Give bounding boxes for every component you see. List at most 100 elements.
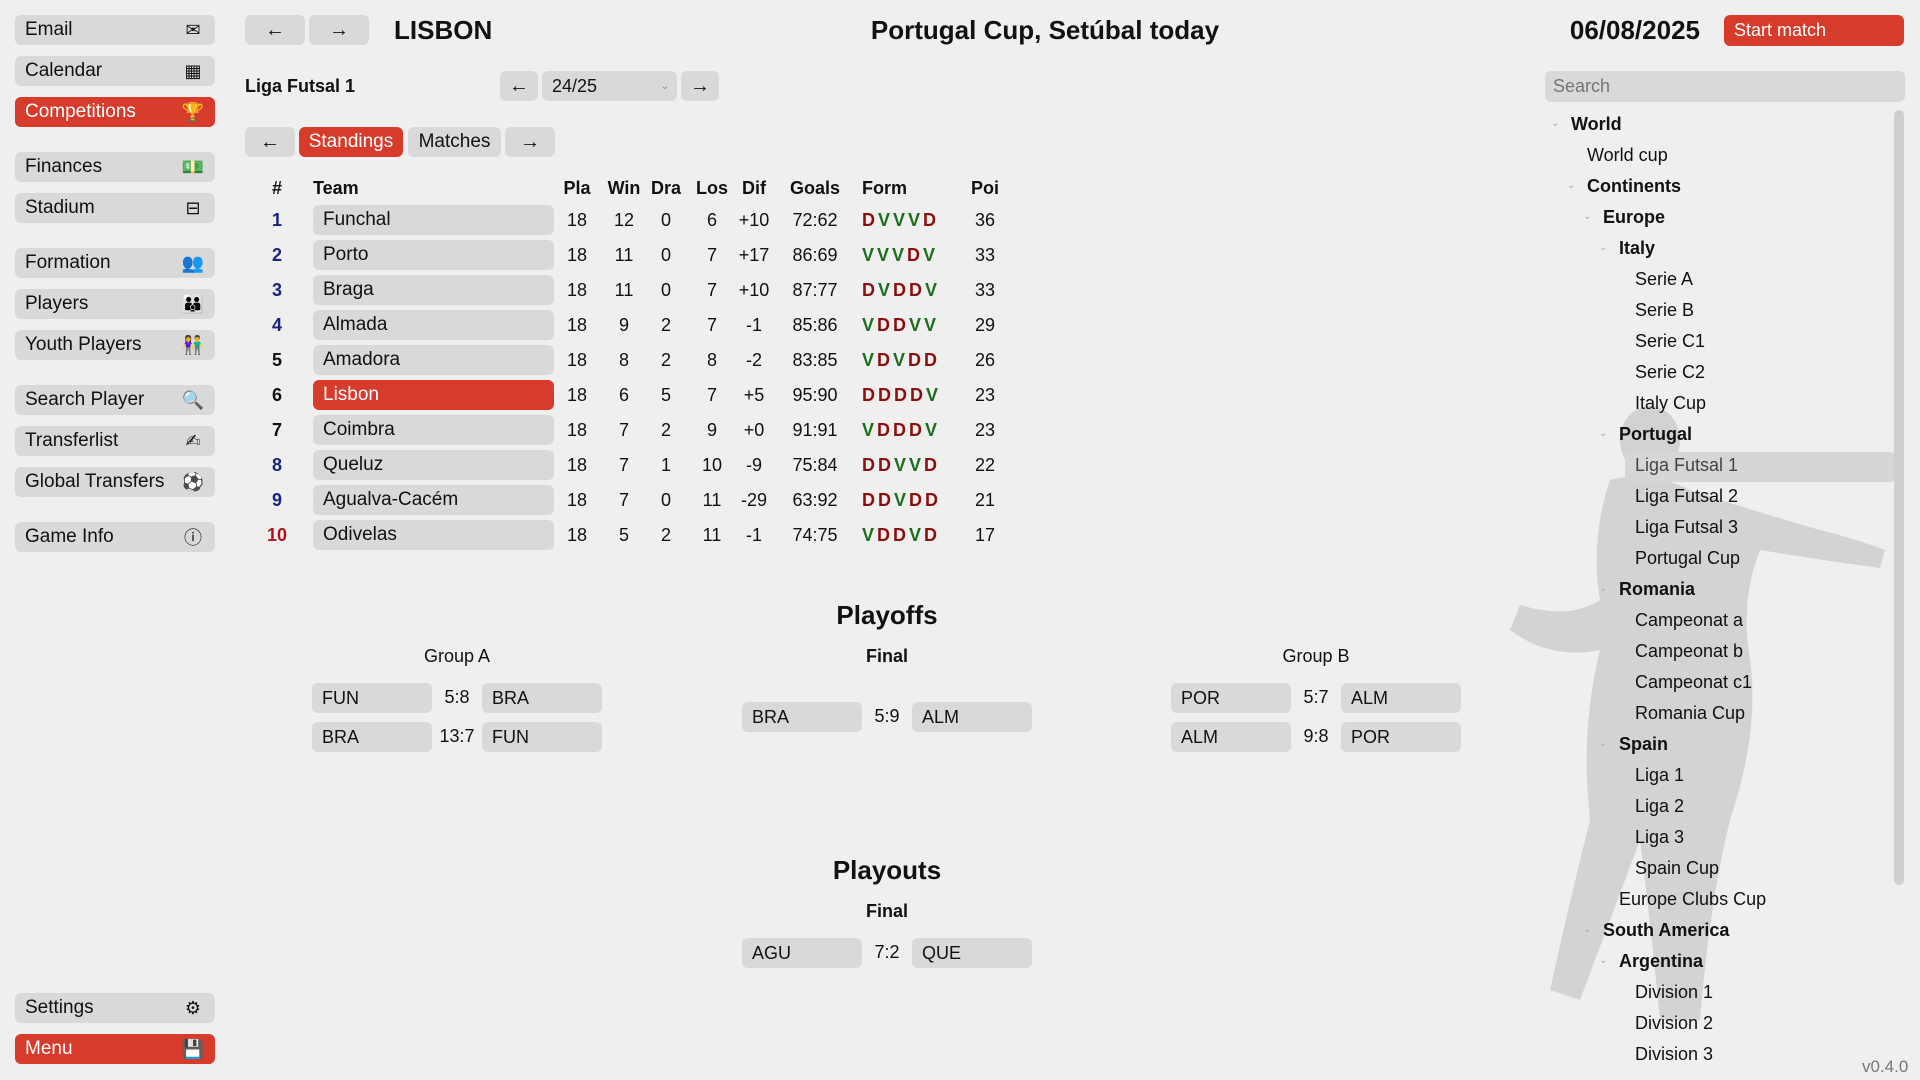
away-team[interactable]: BRA [482,683,602,713]
chevron-down-icon[interactable]: ⌄ [1599,955,1608,966]
away-team[interactable]: FUN [482,722,602,752]
season-select[interactable]: 24/25 ⌄ [542,71,677,101]
nav-youth-players-button[interactable]: Youth Players 👫 [15,330,215,360]
tree-item[interactable]: Liga 2 [1635,796,1685,816]
chevron-down-icon[interactable]: ⌄ [1599,738,1608,749]
globe-icon: ⚽ [181,471,205,492]
tree-item[interactable]: Liga 1 [1635,765,1685,785]
tab-prev-button[interactable]: ← [245,127,295,157]
settings-button[interactable]: Settings ⚙ [15,993,215,1023]
nav-transferlist-button[interactable]: Transferlist ✍ [15,426,215,456]
tree-item[interactable]: Liga Futsal 3 [1635,517,1739,537]
team-button[interactable]: Queluz [313,450,554,480]
tree-item[interactable]: Italy [1619,238,1656,258]
menu-button[interactable]: Menu 💾 [15,1034,215,1064]
tree-item[interactable]: Romania [1619,579,1696,599]
tree-item[interactable]: Liga Futsal 1 [1635,455,1739,475]
home-team[interactable]: AGU [742,938,862,968]
chevron-down-icon[interactable]: ⌄ [1599,242,1608,253]
team-button[interactable]: Porto [313,240,554,270]
tree-item[interactable]: Campeonat a [1635,610,1744,630]
home-team[interactable]: BRA [742,702,862,732]
tree-item[interactable]: Romania Cup [1635,703,1746,723]
tab-standings[interactable]: Standings [299,127,403,157]
nav-players-button[interactable]: Players 👪 [15,289,215,319]
nav-game-info-button[interactable]: Game Info ⓘ [15,522,215,552]
tree-item[interactable]: Campeonat b [1635,641,1744,661]
start-match-button[interactable]: Start match [1724,15,1904,46]
nav-global-transfers-button[interactable]: Global Transfers ⚽ [15,467,215,497]
tree-item[interactable]: Portugal [1619,424,1693,444]
tree-item[interactable]: Spain Cup [1635,858,1720,878]
tree-item[interactable]: Division 1 [1635,982,1714,1002]
group-title: Group A [423,646,491,666]
home-team[interactable]: POR [1171,683,1291,713]
tree-item[interactable]: World [1571,114,1622,134]
column-header: Dra [650,178,681,198]
chevron-down-icon[interactable]: ⌄ [1551,118,1560,129]
team-button[interactable]: Braga [313,275,554,305]
tree-item[interactable]: Division 2 [1635,1013,1714,1033]
team-button[interactable]: Amadora [313,345,554,375]
chevron-down-icon[interactable]: ⌄ [1567,180,1576,191]
nav-stadium-button[interactable]: Stadium ⊟ [15,193,215,223]
back-button[interactable]: ← [245,15,305,45]
team-button[interactable]: Agualva-Cacém [313,485,554,515]
nav-email-button[interactable]: Email ✉ [15,15,215,45]
tab-matches[interactable]: Matches [408,127,501,157]
away-team[interactable]: QUE [912,938,1032,968]
chevron-down-icon[interactable]: ⌄ [1599,428,1608,439]
tree-item[interactable]: Division 3 [1635,1044,1714,1064]
away-team[interactable]: ALM [912,702,1032,732]
tree-item[interactable]: Serie B [1635,300,1695,320]
chevron-down-icon[interactable]: ⌄ [1599,583,1608,594]
nav-calendar-button[interactable]: Calendar ▦ [15,56,215,86]
season-next-button[interactable]: → [681,71,719,101]
team-button[interactable]: Odivelas [313,520,554,550]
away-team[interactable]: POR [1341,722,1461,752]
season-prev-button[interactable]: ← [500,71,538,101]
team-button[interactable]: Lisbon [313,380,554,410]
team-button[interactable]: Almada [313,310,554,340]
tree-item[interactable]: Europe [1603,207,1666,227]
nav-competitions-button[interactable]: Competitions 🏆 [15,97,215,127]
form-result: D [907,245,921,265]
tree-item[interactable]: Campeonat c1 [1635,672,1753,692]
dif-value: +0 [743,420,765,440]
tree-scrollbar[interactable] [1894,110,1904,885]
chevron-down-icon[interactable]: ⌄ [1583,924,1592,935]
nav-finances-button[interactable]: Finances 💵 [15,152,215,182]
away-team[interactable]: ALM [1341,683,1461,713]
home-team[interactable]: ALM [1171,722,1291,752]
nav-formation-button[interactable]: Formation 👥 [15,248,215,278]
tree-item[interactable]: Serie C1 [1635,331,1706,351]
tree-item[interactable]: Liga Futsal 2 [1635,486,1739,506]
tree-item[interactable]: Continents [1587,176,1681,196]
tree-item[interactable]: Serie A [1635,269,1694,289]
tree-item[interactable]: Argentina [1619,951,1704,971]
tree-item[interactable]: Portugal Cup [1635,548,1741,568]
gear-icon: ⚙ [184,997,202,1018]
tree-item[interactable]: World cup [1587,145,1668,165]
tree-item[interactable]: South America [1603,920,1730,940]
tree-item[interactable]: Europe Clubs Cup [1619,889,1767,909]
home-team[interactable]: FUN [312,683,432,713]
home-team[interactable]: BRA [312,722,432,752]
search-input[interactable] [1553,76,1905,97]
nav-search-player-button[interactable]: Search Player 🔍 [15,385,215,415]
tree-item[interactable]: Serie C2 [1635,362,1706,382]
email-icon: ✉ [185,19,201,40]
forward-button[interactable]: → [309,15,369,45]
win-value: 6 [618,385,629,405]
tab-next-button[interactable]: → [505,127,555,157]
tree-item[interactable]: Spain [1619,734,1669,754]
tree-item[interactable]: Italy Cup [1635,393,1707,413]
team-button[interactable]: Coimbra [313,415,554,445]
team-button[interactable]: Funchal [313,205,554,235]
tree-item[interactable]: Liga 3 [1635,827,1685,847]
search-input-wrap[interactable] [1545,71,1905,102]
chevron-down-icon[interactable]: ⌄ [1583,211,1592,222]
dra-value: 2 [660,420,671,440]
